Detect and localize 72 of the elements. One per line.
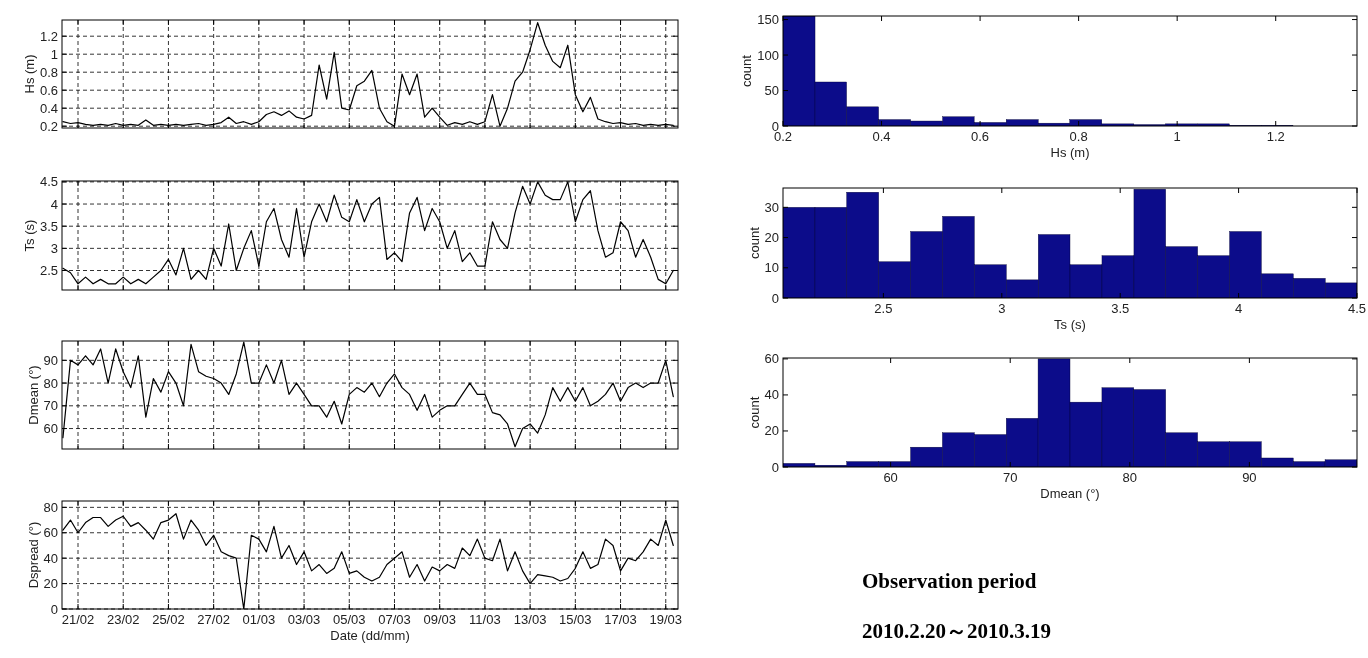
y-tick-label: 0.6 xyxy=(39,82,58,98)
y-tick-label: 3 xyxy=(50,240,58,256)
x-tick-label: 60 xyxy=(883,470,898,485)
x-tick-label: 2.5 xyxy=(874,301,893,316)
x-tick-label: 17/03 xyxy=(604,612,637,627)
y-tick-label: 60 xyxy=(43,421,58,437)
y-tick-label: 20 xyxy=(43,576,58,592)
y-tick-label: 60 xyxy=(764,351,779,367)
y-tick-label: 80 xyxy=(43,499,58,515)
x-tick-label: 0.6 xyxy=(971,129,990,144)
y-tick-label: 10 xyxy=(764,260,779,276)
y-tick-label: 0 xyxy=(771,290,779,306)
x-tick-label: 3.5 xyxy=(1111,301,1130,316)
y-tick-label: 0 xyxy=(771,459,779,475)
x-tick-label: 1 xyxy=(1173,129,1181,144)
y-axis-title: Ts (s) xyxy=(21,219,37,252)
x-tick-label: 01/03 xyxy=(242,612,276,627)
y-tick-label: 3.5 xyxy=(39,218,58,234)
y-tick-label: 40 xyxy=(43,550,58,566)
text: Observation period xyxy=(862,569,1037,593)
y-tick-label: 4 xyxy=(50,196,58,212)
y-tick-label: 1 xyxy=(50,46,58,62)
x-tick-label: 0.8 xyxy=(1069,129,1088,144)
y-tick-label: 4.5 xyxy=(39,174,58,190)
x-tick-label: 23/02 xyxy=(106,612,140,627)
x-tick-label: 15/03 xyxy=(559,612,592,627)
x-axis-title: Hs (m) xyxy=(1050,145,1090,160)
y-tick-label: 1.2 xyxy=(39,28,58,44)
x-tick-label: 03/03 xyxy=(287,612,321,627)
y-tick-label: 50 xyxy=(764,83,779,99)
y-axis-title: count xyxy=(739,54,755,87)
x-tick-label: 80 xyxy=(1122,470,1138,485)
text: 2010.2.20～2010.3.19 xyxy=(862,619,1051,643)
y-axis-title: Hs (m) xyxy=(21,54,37,94)
x-tick-label: 70 xyxy=(1002,470,1018,485)
y-axis-title: count xyxy=(746,396,762,429)
y-tick-label: 20 xyxy=(764,230,779,246)
x-tick-label: 09/03 xyxy=(423,612,456,627)
x-tick-label: 3 xyxy=(998,301,1006,316)
y-tick-label: 80 xyxy=(43,375,58,391)
x-tick-label: 4.5 xyxy=(1347,301,1367,316)
x-tick-label: 90 xyxy=(1242,470,1257,485)
x-tick-label: 27/02 xyxy=(197,612,230,627)
x-tick-label: 11/03 xyxy=(469,612,501,627)
x-tick-label: 4 xyxy=(1234,301,1243,316)
y-axis-title: Dspread (°) xyxy=(25,521,41,589)
y-tick-label: 20 xyxy=(764,423,779,439)
x-tick-label: 0.4 xyxy=(872,129,891,144)
y-tick-label: 0 xyxy=(50,601,58,617)
y-tick-label: 70 xyxy=(43,398,58,414)
y-tick-label: 0.2 xyxy=(39,118,58,134)
y-tick-label: 0.4 xyxy=(39,100,58,116)
y-tick-label: 60 xyxy=(43,525,58,541)
x-axis-title: Ts (s) xyxy=(1054,317,1086,332)
y-axis-title: Dmean (°) xyxy=(25,365,41,425)
y-tick-label: 30 xyxy=(764,199,779,215)
x-axis-title: Dmean (°) xyxy=(1040,486,1100,501)
y-tick-label: 40 xyxy=(764,387,779,403)
y-tick-label: 100 xyxy=(757,47,779,63)
x-tick-label: 13/03 xyxy=(513,612,547,627)
x-tick-label: 1.2 xyxy=(1266,129,1285,144)
y-axis-title: count xyxy=(746,226,762,259)
y-tick-label: 2.5 xyxy=(39,263,58,278)
x-axis-title: Date (dd/mm) xyxy=(330,628,410,643)
y-tick-label: 0.8 xyxy=(39,64,58,80)
y-tick-label: 150 xyxy=(757,12,779,28)
y-tick-label: 90 xyxy=(43,352,58,368)
x-tick-label: 21/02 xyxy=(61,612,95,627)
x-tick-label: 19/03 xyxy=(649,612,683,627)
x-tick-label: 05/03 xyxy=(333,612,366,627)
x-tick-label: 07/03 xyxy=(378,612,411,627)
x-tick-label: 25/02 xyxy=(152,612,185,627)
